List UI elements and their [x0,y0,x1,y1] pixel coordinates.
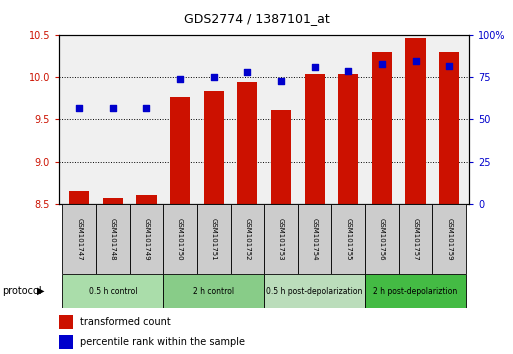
Bar [432,204,466,274]
Bar [264,204,298,274]
Text: GSM101755: GSM101755 [345,218,351,260]
Text: transformed count: transformed count [80,317,170,327]
Bar [405,38,426,204]
Bar [238,82,258,204]
Bar [103,198,123,204]
Text: percentile rank within the sample: percentile rank within the sample [80,337,245,347]
Text: GSM101751: GSM101751 [211,218,216,260]
Point [75,105,83,110]
Point [277,78,285,84]
Bar [230,204,264,274]
Bar [163,274,264,308]
Point [210,75,218,80]
Bar [163,204,197,274]
Bar [399,204,432,274]
Text: GSM101754: GSM101754 [312,218,318,260]
Bar [204,91,224,204]
Text: GSM101756: GSM101756 [379,218,385,260]
Bar [59,315,73,329]
Text: GSM101753: GSM101753 [278,218,284,260]
Point [109,105,117,110]
Text: 0.5 h control: 0.5 h control [89,287,137,296]
Point [176,76,184,82]
Bar [439,52,459,204]
Text: GDS2774 / 1387101_at: GDS2774 / 1387101_at [184,12,329,25]
Bar [264,274,365,308]
Point [378,61,386,67]
Point [411,58,420,63]
Bar [130,204,163,274]
Text: 0.5 h post-depolarization: 0.5 h post-depolarization [266,287,363,296]
Text: GSM101752: GSM101752 [244,218,250,260]
Text: GSM101750: GSM101750 [177,218,183,260]
Bar [338,74,359,204]
Bar [372,52,392,204]
Point [243,69,251,75]
Bar [365,274,466,308]
Text: GSM101749: GSM101749 [144,218,149,260]
Text: 2 h post-depolariztion: 2 h post-depolariztion [373,287,458,296]
Text: protocol: protocol [3,286,42,296]
Bar [197,204,230,274]
Point [445,63,453,68]
Text: GSM101747: GSM101747 [76,218,82,260]
Bar [69,191,89,204]
Bar [96,204,130,274]
Bar [331,204,365,274]
Bar [305,74,325,204]
Bar [63,204,96,274]
Bar [271,110,291,204]
Text: GSM101748: GSM101748 [110,218,116,260]
Text: ▶: ▶ [37,286,45,296]
Point [310,64,319,70]
Point [344,68,352,74]
Bar [59,335,73,348]
Text: GSM101759: GSM101759 [446,218,452,260]
Text: GSM101757: GSM101757 [412,218,419,260]
Bar [298,204,331,274]
Point [142,105,150,110]
Bar [136,195,156,204]
Bar [63,274,163,308]
Text: 2 h control: 2 h control [193,287,234,296]
Bar [170,97,190,204]
Bar [365,204,399,274]
